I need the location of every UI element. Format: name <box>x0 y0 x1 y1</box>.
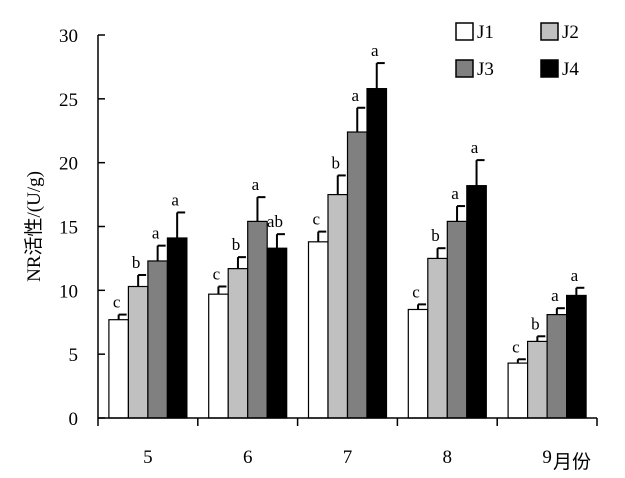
bar <box>247 220 268 419</box>
legend-swatch <box>540 59 559 78</box>
significance-letter: a <box>471 138 479 157</box>
significance-letter: a <box>371 41 379 60</box>
significance-letter: c <box>412 282 420 301</box>
y-tick-label: 10 <box>59 281 78 302</box>
axes-layer: 0 5 10 15 20 25 30 5 6 7 8 9 <box>59 26 598 468</box>
legend-label: J3 <box>477 59 494 80</box>
significance-letter: a <box>171 190 179 209</box>
x-tick-label: 5 <box>143 447 153 468</box>
legend: J1 J2 J3 J4 <box>455 22 579 80</box>
significance-letter: a <box>451 184 459 203</box>
bar <box>565 294 587 419</box>
legend-label: J1 <box>477 22 494 43</box>
significance-letter: c <box>512 337 520 356</box>
significance-letter: a <box>551 286 559 305</box>
significance-letter: b <box>531 314 540 333</box>
legend-swatch <box>455 59 474 78</box>
bar <box>446 220 468 419</box>
bar <box>108 319 130 419</box>
significance-letter: b <box>332 153 341 172</box>
y-tick-label: 5 <box>69 345 79 366</box>
x-tick-label: 7 <box>343 447 353 468</box>
y-axis-label: NR活性/(U/g) <box>23 171 45 282</box>
bar <box>507 362 529 419</box>
legend-label: J4 <box>562 59 579 80</box>
significance-letter: b <box>232 235 241 254</box>
y-tick-label: 25 <box>59 90 78 111</box>
bar <box>227 268 249 419</box>
bar <box>147 260 168 419</box>
bar <box>466 185 487 419</box>
y-tick-label: 15 <box>59 218 78 239</box>
bar <box>427 257 448 419</box>
bar <box>127 285 149 419</box>
significance-letter: c <box>312 210 320 229</box>
legend-label: J2 <box>562 22 579 43</box>
y-tick-label: 30 <box>59 26 78 47</box>
bar <box>307 241 329 419</box>
x-tick-label: 6 <box>243 447 253 468</box>
significance-letter: b <box>132 253 141 272</box>
legend-swatch <box>455 22 474 41</box>
bar <box>346 131 368 419</box>
y-tick-label: 20 <box>59 154 78 175</box>
bar <box>526 340 548 419</box>
bar <box>366 88 388 419</box>
bar <box>266 247 288 419</box>
x-tick-label: 9 <box>542 447 552 468</box>
bar <box>208 293 229 419</box>
bar <box>327 193 349 419</box>
bar <box>407 308 429 419</box>
significance-letter: a <box>351 86 359 105</box>
bar <box>546 313 568 419</box>
x-tick-label: 8 <box>443 447 453 468</box>
significance-letter: a <box>152 224 160 243</box>
bar <box>166 237 188 419</box>
x-axis-label: 月份 <box>553 451 591 473</box>
y-tick-label: 0 <box>69 409 79 430</box>
significance-letter: a <box>571 266 579 285</box>
significance-letter: a <box>252 175 260 194</box>
significance-letter: c <box>213 265 221 284</box>
significance-letter: b <box>431 226 440 245</box>
significance-letter: c <box>113 293 121 312</box>
significance-letter: ab <box>267 212 283 231</box>
legend-swatch <box>540 22 559 41</box>
